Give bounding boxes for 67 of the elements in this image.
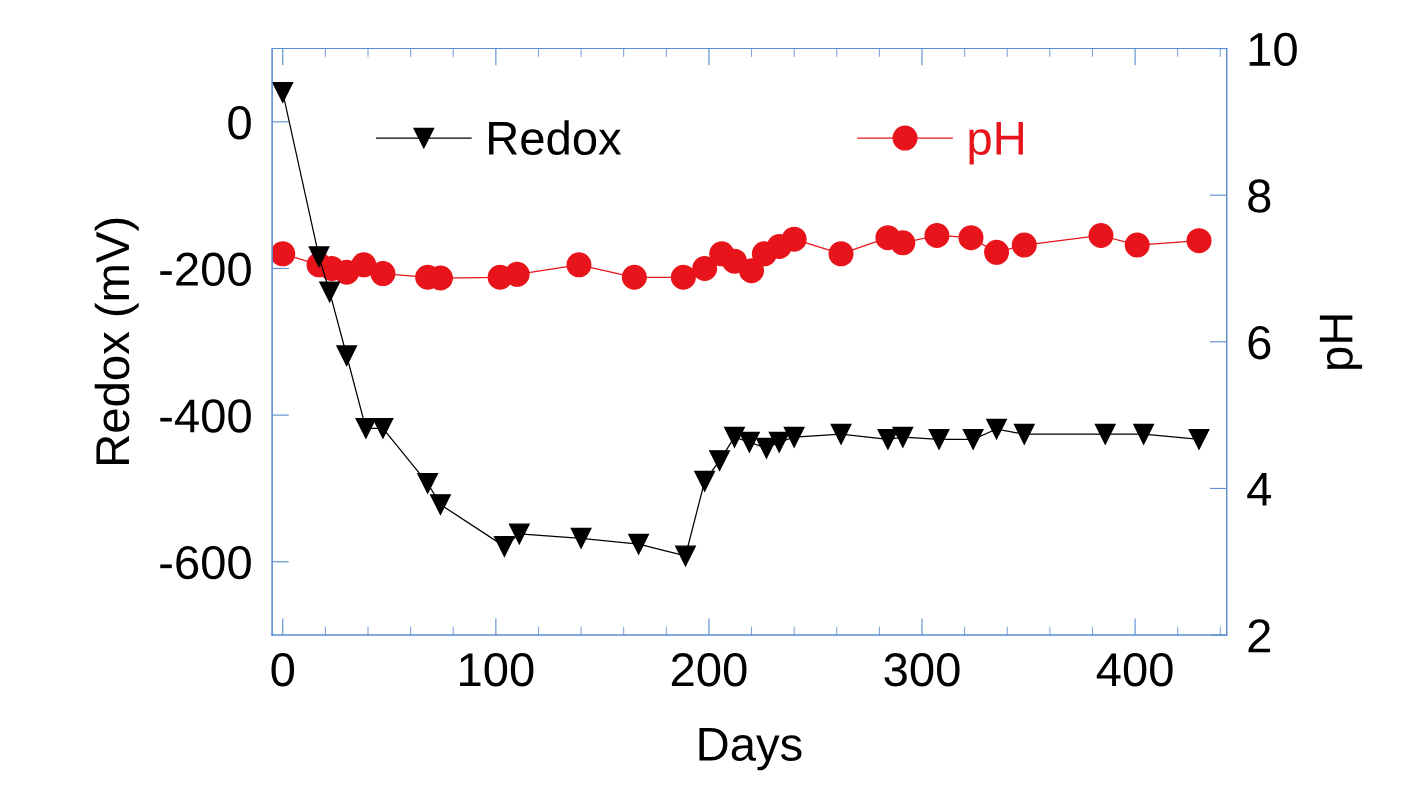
point	[272, 241, 296, 267]
point	[670, 264, 696, 290]
point	[308, 246, 330, 268]
x-tick-label: 0	[271, 652, 295, 687]
y2-axis-title: pH	[1319, 315, 1363, 369]
y-tick-label: -200	[160, 252, 251, 287]
point	[336, 345, 358, 367]
point	[768, 431, 790, 453]
point	[621, 264, 647, 290]
point	[1133, 423, 1155, 445]
point	[566, 252, 592, 278]
x-tick-label: 400	[1096, 652, 1173, 687]
point	[372, 417, 394, 439]
y-tick-label: -400	[160, 399, 251, 433]
point	[986, 418, 1007, 440]
x-axis-title: Days	[699, 728, 802, 771]
point	[890, 230, 916, 256]
point	[272, 82, 294, 103]
point	[724, 426, 745, 448]
point	[493, 535, 515, 557]
legend-label: Redox	[489, 120, 622, 156]
point	[739, 258, 765, 284]
point	[1013, 423, 1035, 445]
y2-tick-label: 6	[1248, 325, 1271, 360]
x-tick-label: 300	[884, 652, 960, 687]
point	[1188, 428, 1210, 450]
point	[892, 426, 914, 448]
point	[351, 252, 377, 278]
point	[508, 523, 530, 545]
point	[628, 533, 650, 555]
point	[1011, 232, 1037, 258]
point	[962, 428, 984, 450]
point	[417, 472, 439, 494]
x-tick-label: 100	[460, 652, 534, 687]
point	[1088, 222, 1114, 248]
y2-tick-label: 10	[1249, 32, 1297, 67]
point	[709, 450, 731, 471]
legend-label: pH	[969, 122, 1023, 165]
point	[781, 226, 807, 252]
point	[828, 241, 854, 267]
point	[570, 527, 592, 549]
point	[738, 431, 760, 453]
point	[924, 222, 950, 248]
point	[958, 225, 984, 251]
point	[692, 255, 718, 281]
point	[783, 426, 805, 448]
y-tick-label: -600	[160, 545, 251, 580]
point	[1124, 232, 1150, 258]
y2-tick-label: 8	[1248, 179, 1271, 213]
point	[504, 261, 530, 287]
point	[1186, 228, 1212, 254]
point	[319, 281, 341, 303]
point	[370, 261, 396, 287]
point	[675, 545, 696, 567]
point	[877, 428, 899, 450]
point	[430, 494, 451, 515]
point	[694, 470, 716, 492]
x-tick-label: 200	[671, 652, 747, 687]
point	[928, 428, 950, 450]
point	[984, 239, 1010, 265]
y-tick-label: 0	[228, 105, 251, 140]
point	[830, 423, 852, 445]
y2-tick-label: 4	[1247, 473, 1272, 506]
y2-tick-label: 2	[1248, 619, 1271, 653]
point	[1094, 423, 1116, 445]
y-axis-title: Redox (mV)	[94, 218, 139, 464]
point	[355, 417, 377, 439]
